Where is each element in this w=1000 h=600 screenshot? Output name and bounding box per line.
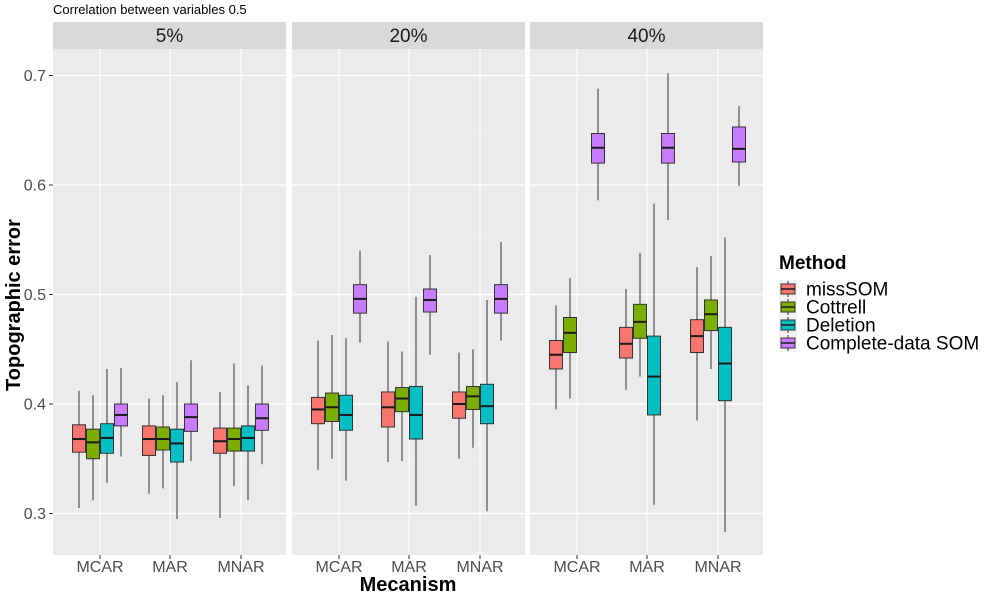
x-tick-label: MCAR — [76, 559, 123, 576]
legend: Method missSOMCottrellDeletionComplete-d… — [779, 253, 979, 355]
box-body — [619, 326, 633, 359]
facet-panel-2: 40% MCAR MAR MNAR — [530, 22, 763, 576]
box-complete-data-som — [423, 255, 437, 355]
box-body — [732, 126, 746, 163]
x-axis-title: Mecanism — [360, 574, 457, 596]
facet-strip-label: 40% — [627, 26, 665, 47]
x-tick-label: MAR — [629, 559, 665, 576]
x-tick-label: MNAR — [217, 559, 264, 576]
box-misssom — [72, 390, 86, 509]
box-misssom — [619, 289, 633, 390]
x-tick-label: MAR — [391, 559, 427, 576]
box-body — [409, 385, 423, 440]
facet-panels: 5% MCAR MAR MNAR 20% MCAR MAR MNAR 40% MCAR MAR MNA… — [53, 22, 763, 576]
box-complete-data-som — [255, 365, 269, 465]
box-complete-data-som — [591, 88, 605, 201]
box-misssom — [142, 398, 156, 494]
legend-item-deletion: Deletion — [779, 316, 876, 337]
box-deletion — [409, 296, 423, 506]
legend-label: missSOM — [806, 280, 888, 301]
facet-strip — [530, 22, 763, 49]
x-tick-label: MCAR — [315, 559, 362, 576]
box-cottrell — [633, 252, 647, 377]
facet-panel-1: 20% MCAR MAR MNAR — [292, 22, 525, 576]
y-tick-label: 0.6 — [24, 178, 46, 195]
box-misssom — [213, 391, 227, 518]
box-complete-data-som — [353, 250, 367, 343]
box-body — [311, 396, 325, 425]
y-axis-title: Topographic error — [3, 219, 25, 391]
facet-strip-label: 5% — [156, 26, 184, 47]
x-tick-label: MCAR — [553, 559, 600, 576]
y-tick-label: 0.5 — [24, 287, 46, 304]
box-body — [142, 425, 156, 456]
chart-subtitle: Correlation between variables 0.5 — [53, 2, 247, 17]
box-cottrell — [704, 256, 718, 369]
box-deletion — [241, 385, 255, 501]
box-cottrell — [325, 335, 339, 459]
x-tick-label: MAR — [152, 559, 188, 576]
box-complete-data-som — [661, 73, 675, 221]
x-tick-label: MNAR — [456, 559, 503, 576]
x-tick-label: MNAR — [694, 559, 741, 576]
y-axis: 0.3 0.4 0.5 0.6 0.7 — [24, 68, 53, 523]
box-complete-data-som — [184, 360, 198, 461]
box-body — [452, 391, 466, 419]
box-body — [704, 299, 718, 332]
box-complete-data-som — [494, 241, 508, 341]
legend-title: Method — [779, 253, 847, 274]
box-misssom — [381, 341, 395, 463]
legend-label: Cottrell — [806, 298, 866, 319]
box-body — [466, 385, 480, 410]
box-cottrell — [395, 351, 409, 461]
legend-label: Complete-data SOM — [806, 334, 979, 355]
box-deletion — [339, 338, 353, 481]
box-deletion — [718, 237, 732, 533]
legend-item-misssom: missSOM — [779, 280, 888, 301]
legend-item-complete-data-som: Complete-data SOM — [779, 334, 979, 355]
y-tick-label: 0.4 — [24, 397, 46, 414]
facet-panel-0: 5% MCAR MAR MNAR — [53, 22, 286, 576]
box-deletion — [170, 382, 184, 519]
box-body — [480, 383, 494, 425]
box-cottrell — [227, 363, 241, 487]
y-tick-label: 0.7 — [24, 68, 46, 85]
facet-strip — [53, 22, 286, 49]
box-complete-data-som — [114, 367, 128, 457]
box-misssom — [452, 352, 466, 459]
box-cottrell — [86, 395, 100, 501]
legend-label: Deletion — [806, 316, 876, 337]
facet-strip — [292, 22, 525, 49]
box-body — [339, 394, 353, 431]
box-cottrell — [156, 395, 170, 489]
box-body — [647, 335, 661, 416]
box-misssom — [311, 340, 325, 470]
box-body — [381, 391, 395, 428]
box-misssom — [549, 305, 563, 410]
box-cottrell — [466, 349, 480, 448]
box-body — [563, 316, 577, 354]
box-cottrell — [563, 278, 577, 399]
facet-strip-label: 20% — [389, 26, 427, 47]
box-complete-data-som — [732, 106, 746, 187]
y-tick-label: 0.3 — [24, 506, 46, 523]
box-body — [170, 428, 184, 463]
legend-item-cottrell: Cottrell — [779, 298, 866, 319]
box-body — [255, 403, 269, 431]
box-deletion — [647, 203, 661, 505]
box-body — [86, 428, 100, 460]
box-deletion — [100, 368, 114, 483]
box-body — [395, 387, 409, 413]
box-misssom — [690, 267, 704, 421]
box-deletion — [480, 299, 494, 512]
